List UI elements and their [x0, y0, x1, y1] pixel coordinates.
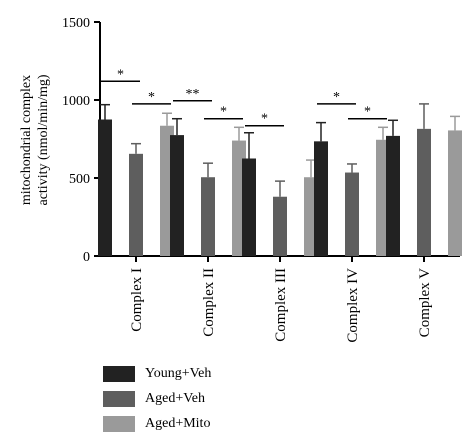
legend-swatch	[103, 366, 135, 382]
bar	[170, 135, 184, 256]
bar	[129, 153, 143, 256]
significance-label: *	[364, 105, 371, 120]
bar	[345, 172, 359, 256]
bar	[314, 141, 328, 256]
legend-label: Young+Veh	[145, 366, 212, 381]
bar	[242, 158, 256, 256]
bar	[273, 196, 287, 256]
y-axis: 0 500 1000 1500	[62, 16, 101, 265]
bar	[417, 128, 431, 256]
significance-label: *	[333, 90, 340, 105]
bar	[98, 119, 112, 256]
y-axis-label-line1: mitochondrial complex	[19, 75, 34, 205]
significance-label: *	[148, 90, 155, 105]
bar	[386, 135, 400, 256]
y-tick-label: 1000	[62, 94, 90, 109]
significance-label: *	[261, 112, 268, 127]
bars-group	[98, 103, 462, 257]
legend-swatch	[103, 391, 135, 407]
significance-label: *	[117, 67, 124, 82]
significance-label: **	[186, 87, 200, 102]
legend: Young+Veh Aged+Veh Aged+Mito	[103, 362, 211, 437]
legend-label: Aged+Veh	[145, 391, 205, 406]
legend-item-aged-veh: Aged+Veh	[103, 387, 211, 411]
legend-item-aged-mito: Aged+Mito	[103, 412, 211, 436]
legend-item-young-veh: Young+Veh	[103, 362, 211, 386]
significance-label: *	[220, 105, 227, 120]
legend-swatch	[103, 416, 135, 432]
x-tick-label: Complex II	[201, 268, 217, 337]
y-tick-label: 500	[69, 172, 90, 187]
legend-label: Aged+Mito	[145, 416, 211, 431]
y-tick-label: 1500	[62, 16, 90, 31]
significance-group: ** *** ***	[101, 67, 387, 127]
bar	[201, 177, 215, 256]
x-tick-label: Complex V	[417, 268, 433, 337]
bar	[448, 130, 462, 256]
y-tick-label: 0	[83, 250, 90, 265]
x-axis: Complex I Complex II Complex III Complex IV…	[100, 255, 460, 343]
y-axis-label-line2: activity (nmol/min/mg)	[36, 74, 51, 205]
x-tick-label: Complex III	[273, 268, 289, 342]
x-tick-label: Complex IV	[345, 268, 361, 343]
x-tick-label: Complex I	[129, 268, 145, 332]
